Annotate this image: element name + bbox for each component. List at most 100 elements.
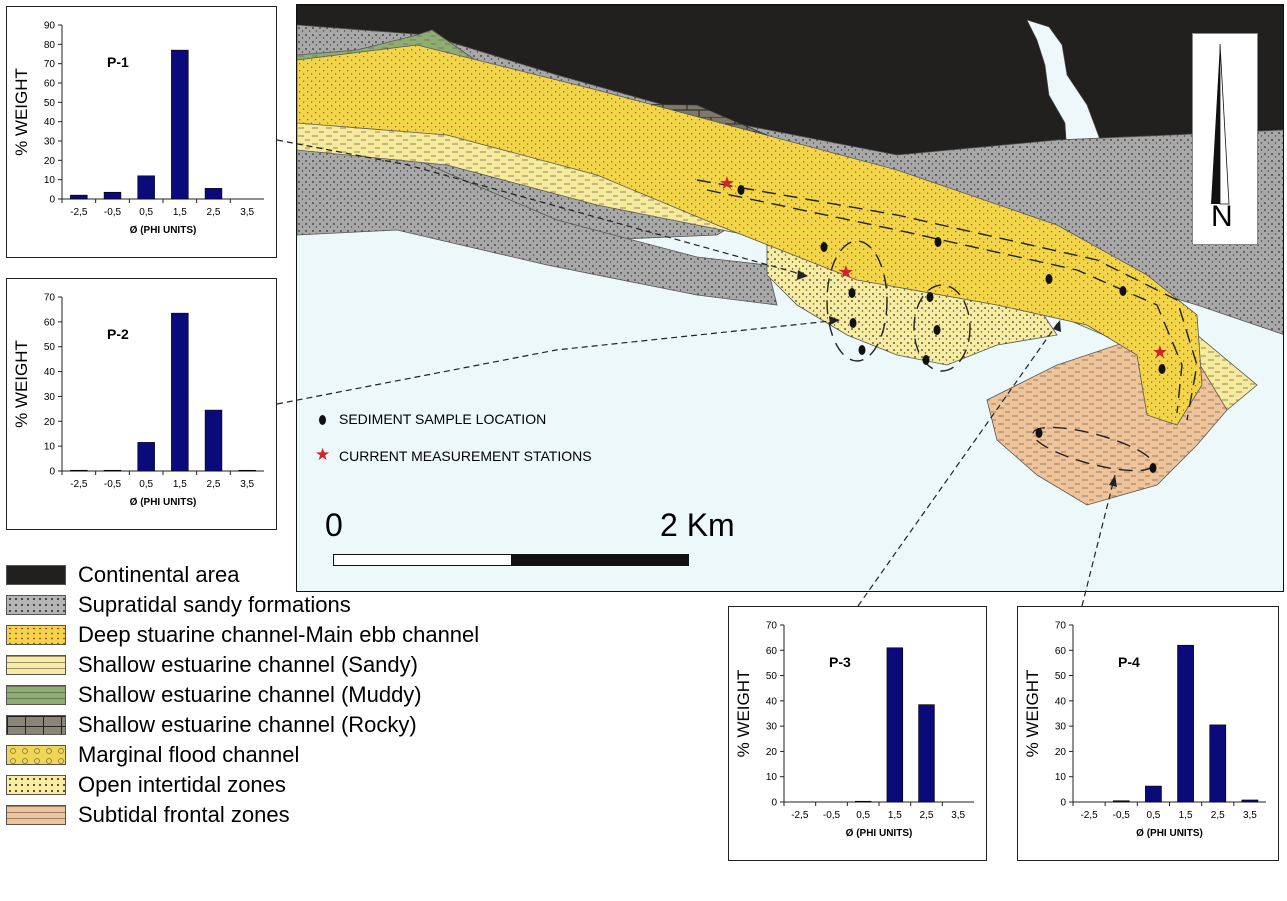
north-arrow: N [1192, 33, 1258, 245]
y-axis-label: % WEIGHT [12, 68, 31, 156]
y-tick-label: 10 [44, 175, 56, 186]
sample-point [1158, 364, 1166, 374]
legend-item: Marginal flood channel [6, 740, 299, 770]
y-tick-label: 60 [1055, 646, 1067, 657]
legend-item: Shallow estuarine channel (Rocky) [6, 710, 417, 740]
y-axis-label: % WEIGHT [12, 340, 31, 428]
legend-swatch [6, 685, 66, 705]
sample-point [1149, 463, 1157, 473]
y-tick-label: 70 [766, 621, 778, 632]
legend-label: Shallow estuarine channel (Rocky) [78, 712, 417, 737]
scale-bar [333, 554, 689, 566]
bar [1177, 644, 1194, 803]
x-tick-label: 0,5 [856, 810, 870, 821]
sample-location-label: SEDIMENT SAMPLE LOCATION [339, 411, 547, 427]
y-tick-label: 30 [766, 722, 778, 733]
current-station-star: ★ [719, 173, 735, 194]
chart-title: P-3 [829, 654, 851, 670]
x-tick-label: 3,5 [1243, 810, 1257, 821]
bar [854, 800, 872, 803]
legend-swatch [6, 775, 66, 795]
legend-swatch [6, 625, 66, 645]
y-tick-label: 10 [766, 772, 778, 783]
y-tick-label: 0 [49, 195, 55, 206]
legend-item: Continental area [6, 560, 239, 590]
legend-swatch [6, 655, 66, 675]
current-station-star: ★ [1152, 342, 1168, 363]
bar [70, 469, 88, 472]
legend-swatch [6, 745, 66, 765]
star-icon: ★ [315, 445, 331, 464]
y-tick-label: 0 [1060, 798, 1066, 809]
y-tick-label: 40 [44, 117, 56, 128]
x-axis-label: Ø (PHI UNITS) [1136, 828, 1203, 839]
x-tick-label: 3,5 [240, 479, 254, 490]
x-tick-label: 2,5 [207, 207, 221, 218]
bar [238, 469, 256, 472]
north-arrow-icon [1211, 43, 1230, 205]
legend-item: Deep stuarine channel-Main ebb channel [6, 620, 479, 650]
map-panel: ★ ★ ★ N SEDIMENT SAMPLE LOCATION ★ CURRENT… [296, 4, 1284, 592]
x-tick-label: -2,5 [70, 479, 88, 490]
x-tick-label: -0,5 [823, 810, 841, 821]
legend-item: Shallow estuarine channel (Sandy) [6, 650, 418, 680]
y-tick-label: 60 [766, 646, 778, 657]
x-tick-label: -2,5 [1080, 810, 1098, 821]
ebb-channel-axis-2 [696, 179, 1198, 421]
map-layers: ★ ★ ★ [297, 5, 1283, 591]
bar [103, 469, 122, 472]
bar [70, 194, 88, 200]
scale-start-label: 0 [325, 507, 343, 543]
y-axis-label: % WEIGHT [734, 670, 753, 758]
y-tick-label: 40 [44, 367, 56, 378]
y-tick-label: 50 [1055, 671, 1067, 682]
y-tick-label: 50 [44, 342, 56, 353]
legend-item: Subtidal frontal zones [6, 800, 290, 830]
sample-point [858, 345, 866, 355]
legend-label: Deep stuarine channel-Main ebb channel [78, 622, 480, 647]
legend-item: Shallow estuarine channel (Muddy) [6, 680, 422, 710]
bar [1112, 800, 1130, 803]
sample-point [1035, 428, 1043, 438]
sample-point [820, 242, 828, 252]
sample-point [848, 288, 856, 298]
legend-label: Subtidal frontal zones [78, 802, 290, 827]
bar [171, 312, 189, 472]
y-tick-label: 10 [1055, 772, 1067, 783]
x-tick-label: 1,5 [173, 479, 187, 490]
y-tick-label: 60 [44, 317, 56, 328]
x-tick-label: -0,5 [104, 207, 122, 218]
x-tick-label: -0,5 [104, 479, 122, 490]
legend-label: Shallow estuarine channel (Sandy) [78, 652, 418, 677]
bar [204, 409, 223, 472]
sample-point [737, 185, 745, 195]
x-tick-label: 0,5 [1146, 810, 1160, 821]
x-axis-label: Ø (PHI UNITS) [130, 225, 197, 236]
y-tick-label: 20 [44, 417, 56, 428]
x-tick-label: 2,5 [1211, 810, 1225, 821]
legend-label: Shallow estuarine channel (Muddy) [78, 682, 422, 707]
legend-swatch [6, 715, 66, 735]
legend-item: Open intertidal zones [6, 770, 286, 800]
x-tick-label: 1,5 [1179, 810, 1193, 821]
y-tick-label: 20 [44, 156, 56, 167]
x-tick-label: 0,5 [139, 207, 153, 218]
y-tick-label: 70 [44, 293, 56, 304]
bar [204, 188, 223, 200]
bar [137, 175, 155, 200]
x-tick-label: 2,5 [920, 810, 934, 821]
y-tick-label: 0 [49, 467, 55, 478]
sample-point [1045, 274, 1053, 284]
bar [1241, 799, 1259, 803]
legend-swatch [6, 595, 66, 615]
sample-point [922, 355, 930, 365]
y-tick-label: 10 [44, 442, 56, 453]
legend-label: Supratidal sandy formations [78, 592, 351, 617]
y-tick-label: 70 [44, 59, 56, 70]
flood-channel-ellipse [826, 240, 888, 362]
chart-title: P-2 [107, 326, 129, 342]
dot-icon [319, 415, 326, 425]
y-tick-label: 40 [766, 696, 778, 707]
current-station-star: ★ [838, 262, 854, 283]
y-tick-label: 60 [44, 79, 56, 90]
